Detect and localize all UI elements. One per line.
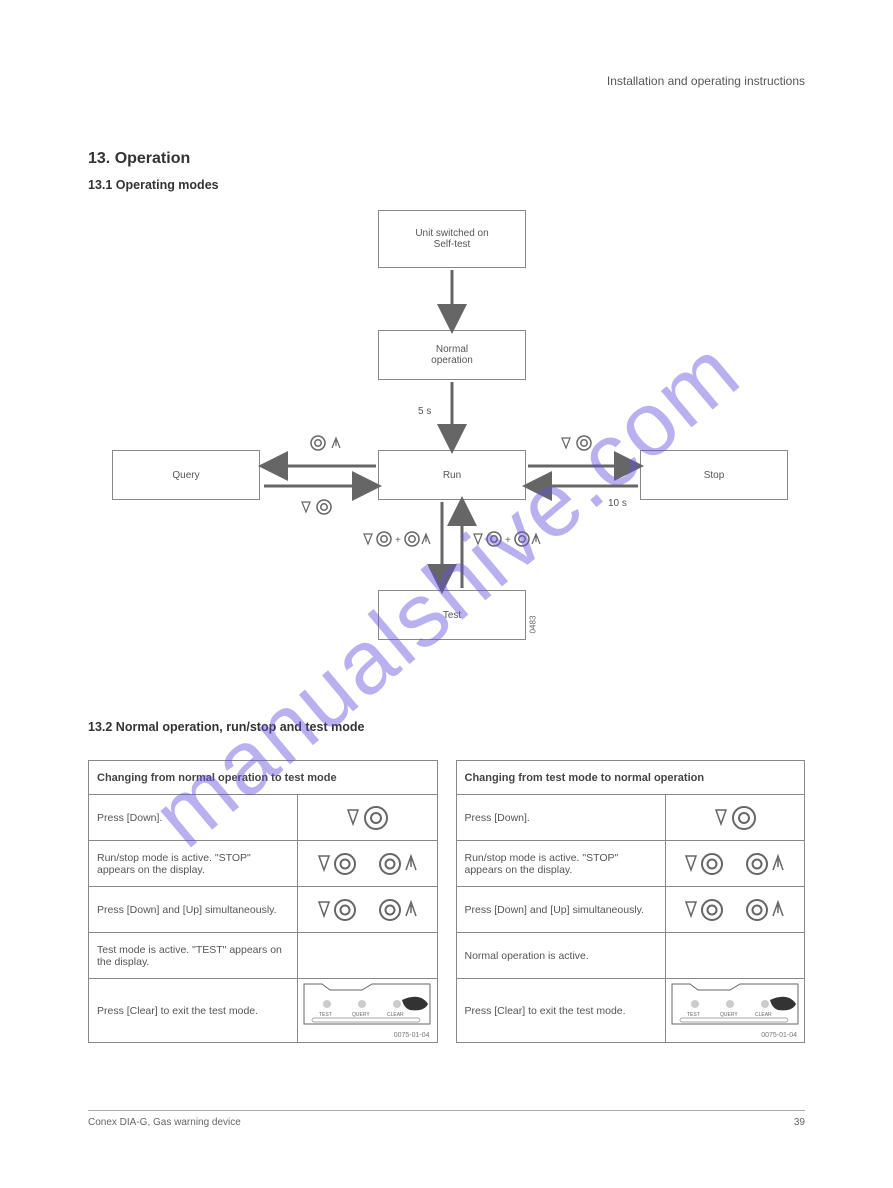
svg-text:+: + <box>395 535 401 546</box>
table-cell-icon <box>665 887 804 933</box>
table-cell-text: Press [Clear] to exit the test mode. <box>89 979 298 1043</box>
table-cell-icon <box>298 795 437 841</box>
footer-left: Conex DIA-G, Gas warning device <box>88 1117 241 1128</box>
table-cell-icon <box>665 841 804 887</box>
table-right: Changing from test mode to normal operat… <box>456 760 806 1043</box>
tables-title: 13.2 Normal operation, run/stop and test… <box>88 720 364 734</box>
table-row: Normal operation is active. <box>456 933 805 979</box>
down-button-icon <box>710 804 760 832</box>
down-button-icon <box>682 897 726 923</box>
table-row: Press [Clear] to exit the test mode. TES… <box>456 979 805 1043</box>
tables-wrap: Changing from normal operation to test m… <box>88 760 805 1043</box>
up-button-icon <box>376 897 420 923</box>
side-code: 0483 <box>528 616 537 634</box>
up-button-icon <box>743 897 787 923</box>
header: Installation and operating instructions <box>88 74 805 88</box>
panel-label-query: QUERY <box>352 1012 370 1018</box>
table-cell-icon: TEST QUERY CLEAR 0075-01-04 <box>665 979 804 1043</box>
table-left-header: Changing from normal operation to test m… <box>89 761 438 795</box>
panel-code: 0075-01-04 <box>669 1032 801 1039</box>
icon-pair-bottom-right: + <box>472 530 542 548</box>
icon-pair-bottom-left: + <box>362 530 432 548</box>
table-row: Test mode is active. "TEST" appears on t… <box>89 933 438 979</box>
up-button-icon <box>376 851 420 877</box>
table-cell-text: Press [Down] and [Up] simultaneously. <box>89 887 298 933</box>
panel-label-test: TEST <box>319 1012 332 1018</box>
footer-right: 39 <box>794 1117 805 1128</box>
table-cell-icon <box>298 841 437 887</box>
table-cell-icon <box>665 933 804 979</box>
svg-text:QUERY: QUERY <box>720 1012 738 1018</box>
svg-text:TEST: TEST <box>687 1012 700 1018</box>
panel-code: 0075-01-04 <box>301 1032 433 1039</box>
panel-icon: TEST QUERY CLEAR <box>302 982 432 1032</box>
table-cell-text: Press [Clear] to exit the test mode. <box>456 979 665 1043</box>
table-cell-text: Run/stop mode is active. "STOP" appears … <box>456 841 665 887</box>
table-row: Run/stop mode is active. "STOP" appears … <box>456 841 805 887</box>
table-cell-icon <box>665 795 804 841</box>
up-button-icon <box>743 851 787 877</box>
table-cell-text: Normal operation is active. <box>456 933 665 979</box>
table-cell-text: Run/stop mode is active. "STOP" appears … <box>89 841 298 887</box>
footer: Conex DIA-G, Gas warning device 39 <box>88 1110 805 1128</box>
header-subtitle: Installation and operating instructions <box>88 74 805 88</box>
table-cell-text: Press [Down]. <box>456 795 665 841</box>
table-cell-icon: TEST QUERY CLEAR 0075-01-04 <box>298 979 437 1043</box>
page: manualshive.com Installation and operati… <box>0 0 893 1188</box>
svg-text:CLEAR: CLEAR <box>755 1012 772 1018</box>
svg-text:+: + <box>505 535 511 546</box>
table-cell-text: Test mode is active. "TEST" appears on t… <box>89 933 298 979</box>
table-row: Press [Clear] to exit the test mode. TES… <box>89 979 438 1043</box>
icon-down-left-bot <box>300 498 340 516</box>
down-button-icon <box>315 851 359 877</box>
panel-icon: TEST QUERY CLEAR <box>670 982 800 1032</box>
table-cell-icon <box>298 887 437 933</box>
label-5s: 5 s <box>418 406 431 417</box>
table-row: Press [Down]. <box>456 795 805 841</box>
flowchart: Unit switched on Self-test Normal operat… <box>0 200 893 680</box>
table-row: Press [Down]. <box>89 795 438 841</box>
table-cell-icon <box>298 933 437 979</box>
label-10s: 10 s <box>608 498 627 509</box>
down-button-icon <box>342 804 392 832</box>
table-right-header: Changing from test mode to normal operat… <box>456 761 805 795</box>
table-left: Changing from normal operation to test m… <box>88 760 438 1043</box>
panel-label-clear: CLEAR <box>387 1012 404 1018</box>
section-subtitle: 13.1 Operating modes <box>88 178 219 192</box>
down-button-icon <box>682 851 726 877</box>
section-title: 13. Operation <box>88 150 190 168</box>
down-button-icon <box>315 897 359 923</box>
table-row: Press [Down] and [Up] simultaneously. <box>456 887 805 933</box>
flow-arrows <box>0 200 893 680</box>
icon-up-left-top <box>300 434 340 452</box>
table-row: Press [Down] and [Up] simultaneously. <box>89 887 438 933</box>
table-cell-text: Press [Down] and [Up] simultaneously. <box>456 887 665 933</box>
table-row: Run/stop mode is active. "STOP" appears … <box>89 841 438 887</box>
table-cell-text: Press [Down]. <box>89 795 298 841</box>
icon-down-right-top <box>560 434 600 452</box>
